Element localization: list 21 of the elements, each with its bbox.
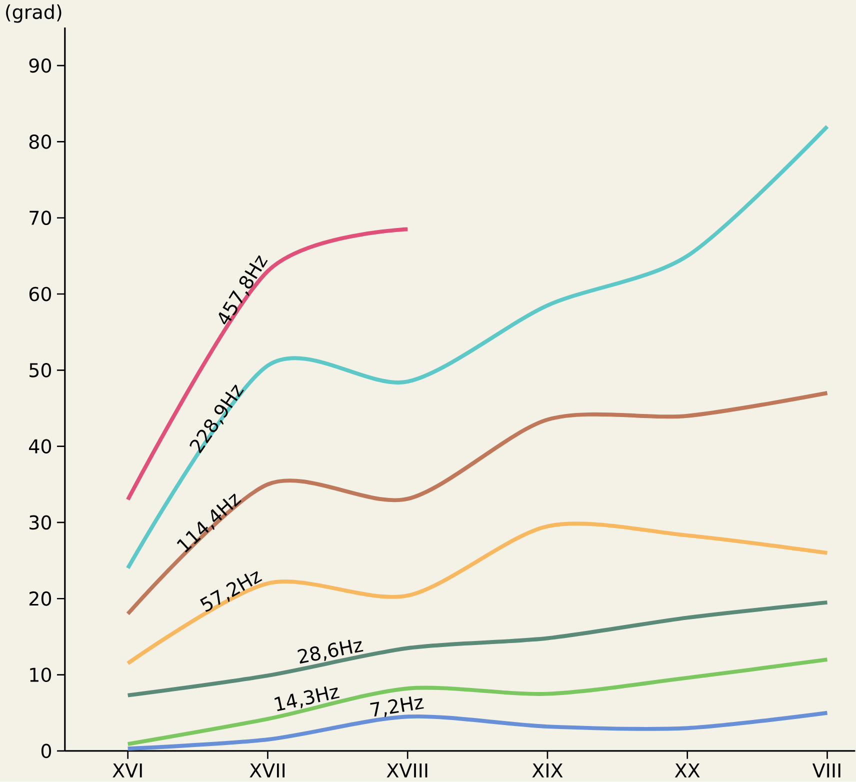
- y-tick-label: 70: [30, 210, 52, 226]
- x-tick-label: XVII: [250, 764, 284, 778]
- line-series: [126, 124, 830, 570]
- y-tick-label: 20: [29, 592, 52, 606]
- x-tick-label: XVIII: [386, 764, 428, 778]
- x-tick-label: VIII: [812, 764, 840, 778]
- x-tick-label: XX: [674, 764, 700, 778]
- y-tick-label: 30: [30, 515, 52, 530]
- text: 7,2Hz: [370, 696, 424, 718]
- y-tick-label: 80: [29, 134, 52, 149]
- y-tick-label: 0: [41, 744, 52, 758]
- y-tick-label: 40: [29, 439, 52, 454]
- text: 28,6Hz: [298, 640, 364, 664]
- y-tick-label: 90: [29, 58, 52, 73]
- x-tick-label: XVI: [112, 764, 142, 778]
- y-axis-title: (grad): [6, 4, 62, 23]
- y-tick-label: 10: [30, 668, 52, 682]
- text: 14,3Hz: [274, 686, 340, 712]
- x-tick-label: XIX: [532, 764, 563, 778]
- y-tick-label: 50: [30, 363, 52, 378]
- y-tick-label: 60: [29, 286, 52, 302]
